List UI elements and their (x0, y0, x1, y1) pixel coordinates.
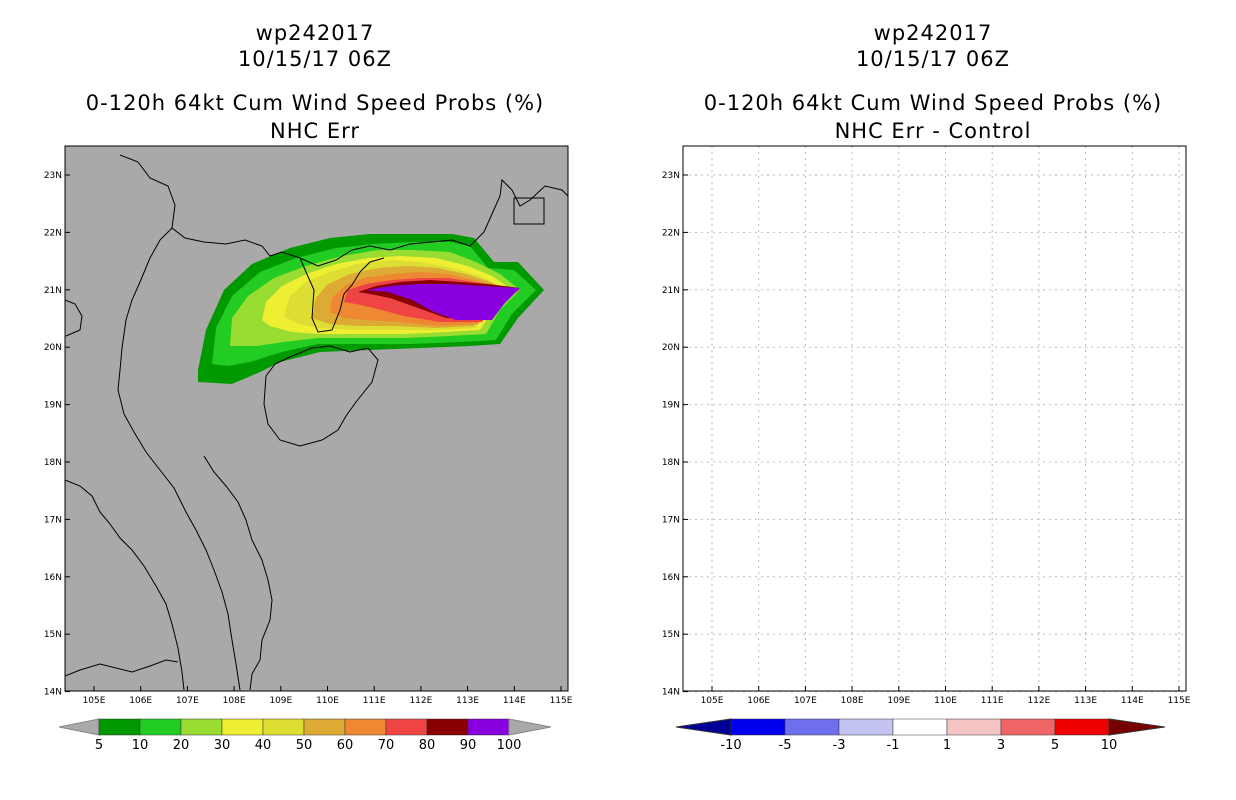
colorbar-label: 10 (1101, 738, 1118, 753)
x-tick-label: 107E (176, 696, 199, 706)
right-map-frame (682, 145, 1187, 692)
left-datetime: 10/15/17 06Z (237, 47, 393, 71)
y-tick-label: 19N (662, 401, 680, 411)
y-tick-label: 20N (662, 343, 680, 353)
left-axis-ticks: 105E 106E 107E 108E 109E 110E 111E 112E 113E 114E… (44, 171, 573, 706)
y-tick-label: 15N (44, 630, 62, 640)
colorbar-label: 90 (460, 738, 477, 753)
y-tick-label: 16N (662, 573, 680, 583)
x-tick-label: 106E (747, 696, 770, 706)
x-tick-label: 105E (701, 696, 724, 706)
x-tick-label: 113E (456, 696, 479, 706)
x-tick-label: 114E (503, 696, 526, 706)
colorbar-swatch (892, 718, 948, 736)
colorbar-label: -10 (720, 738, 741, 753)
colorbar-label: 70 (378, 738, 395, 753)
colorbar-label: 1 (943, 738, 951, 753)
right-colorbar: -10 -5 -3 -1 1 3 5 10 (675, 718, 1166, 753)
colorbar-label: -5 (779, 738, 792, 753)
x-tick-label: 109E (887, 696, 910, 706)
right-axis-ticks: 105E 106E 107E 108E 109E 110E 111E 112E 113E 114E… (662, 171, 1191, 706)
y-tick-label: 22N (44, 228, 62, 238)
right-title: 0-120h 64kt Cum Wind Speed Probs (%) (703, 91, 1163, 115)
x-tick-label: 106E (129, 696, 152, 706)
x-tick-label: 115E (1168, 696, 1191, 706)
x-tick-label: 110E (934, 696, 957, 706)
y-tick-label: 18N (662, 458, 680, 468)
x-tick-label: 111E (363, 696, 386, 706)
colorbar-swatch (946, 718, 1002, 736)
colorbar-label: -3 (833, 738, 846, 753)
left-subtitle: NHC Err (269, 119, 360, 143)
colorbar-label: 40 (255, 738, 272, 753)
y-tick-label: 17N (662, 515, 680, 525)
colorbar-label: 20 (173, 738, 190, 753)
y-tick-label: 23N (662, 171, 680, 181)
x-tick-label: 115E (550, 696, 573, 706)
y-tick-label: 19N (44, 401, 62, 411)
colorbar-label: 50 (296, 738, 313, 753)
colorbar-label: 3 (997, 738, 1005, 753)
x-tick-label: 108E (223, 696, 246, 706)
colorbar-label: 30 (214, 738, 231, 753)
colorbar-swatch (784, 718, 840, 736)
x-tick-label: 109E (269, 696, 292, 706)
right-datetime: 10/15/17 06Z (855, 47, 1011, 71)
y-tick-label: 20N (44, 343, 62, 353)
y-tick-label: 21N (662, 286, 680, 296)
right-subtitle: NHC Err - Control (834, 119, 1032, 143)
left-colorbar: 5 10 20 30 40 50 60 70 80 90 100 (58, 718, 552, 753)
left-storm-id: wp242017 (255, 21, 375, 45)
y-tick-label: 22N (662, 228, 680, 238)
colorbar-label: -1 (887, 738, 900, 753)
colorbar-label: 100 (497, 738, 522, 753)
x-tick-label: 105E (83, 696, 106, 706)
y-tick-label: 14N (662, 688, 680, 698)
x-tick-label: 113E (1074, 696, 1097, 706)
y-tick-label: 16N (44, 573, 62, 583)
left-map-background (65, 146, 568, 691)
x-tick-label: 110E (316, 696, 339, 706)
y-tick-label: 18N (44, 458, 62, 468)
y-tick-label: 14N (44, 688, 62, 698)
x-tick-label: 112E (1027, 696, 1050, 706)
colorbar-swatch (730, 718, 786, 736)
x-tick-label: 107E (794, 696, 817, 706)
y-tick-label: 17N (44, 515, 62, 525)
left-probability-contours (198, 234, 544, 384)
x-tick-label: 114E (1121, 696, 1144, 706)
y-tick-label: 23N (44, 171, 62, 181)
colorbar-swatch (838, 718, 894, 736)
right-storm-id: wp242017 (873, 21, 993, 45)
y-tick-label: 15N (662, 630, 680, 640)
x-tick-label: 108E (841, 696, 864, 706)
colorbar-swatch (1054, 718, 1110, 736)
colorbar-label: 5 (95, 738, 103, 753)
left-map-frame (64, 145, 569, 692)
x-tick-label: 111E (981, 696, 1004, 706)
y-tick-label: 21N (44, 286, 62, 296)
colorbar-label: 60 (337, 738, 354, 753)
colorbar-label: 5 (1051, 738, 1059, 753)
right-map-background (683, 146, 1186, 691)
colorbar-swatch (1000, 718, 1056, 736)
left-title: 0-120h 64kt Cum Wind Speed Probs (%) (85, 91, 545, 115)
right-gridlines (683, 146, 1186, 693)
x-tick-label: 112E (409, 696, 432, 706)
colorbar-label: 10 (132, 738, 149, 753)
colorbar-label: 80 (419, 738, 436, 753)
